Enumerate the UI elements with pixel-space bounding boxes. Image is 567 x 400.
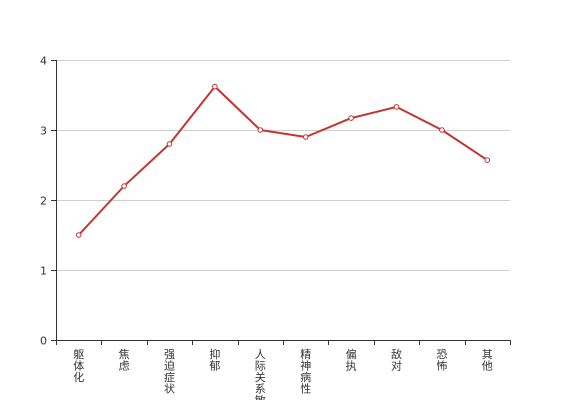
y-tick-label: 1: [40, 265, 47, 278]
series-line: [77, 85, 489, 236]
grid: [56, 60, 510, 271]
x-tick-label: 敌对: [391, 347, 402, 373]
data-point[interactable]: [393, 104, 400, 110]
series: [75, 83, 491, 238]
x-tick-label: 抑郁: [209, 347, 220, 373]
data-point[interactable]: [439, 127, 445, 133]
x-tick-label: 精神病性: [300, 348, 311, 396]
data-point[interactable]: [257, 127, 264, 133]
y-tick-label: 0: [40, 335, 47, 348]
data-point[interactable]: [212, 83, 218, 90]
x-tick-label: 躯体化: [73, 348, 84, 384]
x-tick-label: 强迫症状: [164, 348, 175, 396]
y-tick-label: 3: [40, 125, 47, 138]
data-point[interactable]: [302, 134, 309, 140]
data-point[interactable]: [348, 115, 354, 121]
x-tick-label: 偏执: [346, 347, 357, 373]
data-point[interactable]: [75, 232, 82, 238]
data-point[interactable]: [121, 183, 127, 189]
data-point[interactable]: [166, 141, 173, 147]
y-tick-label: 2: [40, 195, 47, 208]
axes: [51, 60, 511, 345]
data-point[interactable]: [484, 157, 491, 163]
y-tick-label: 4: [40, 55, 47, 68]
x-tick-label: 人际关系敏感: [255, 348, 266, 400]
x-tick-label: 焦虑: [119, 348, 130, 373]
tick-labels: 0 1 2 3 4 躯体化 焦虑 强迫症状 抑郁 人际关系敏感 精神病性 偏执 敌对 恐怖 其他: [40, 55, 493, 400]
x-tick-label: 恐怖: [436, 348, 447, 373]
x-tick-label: 其他: [482, 348, 493, 373]
